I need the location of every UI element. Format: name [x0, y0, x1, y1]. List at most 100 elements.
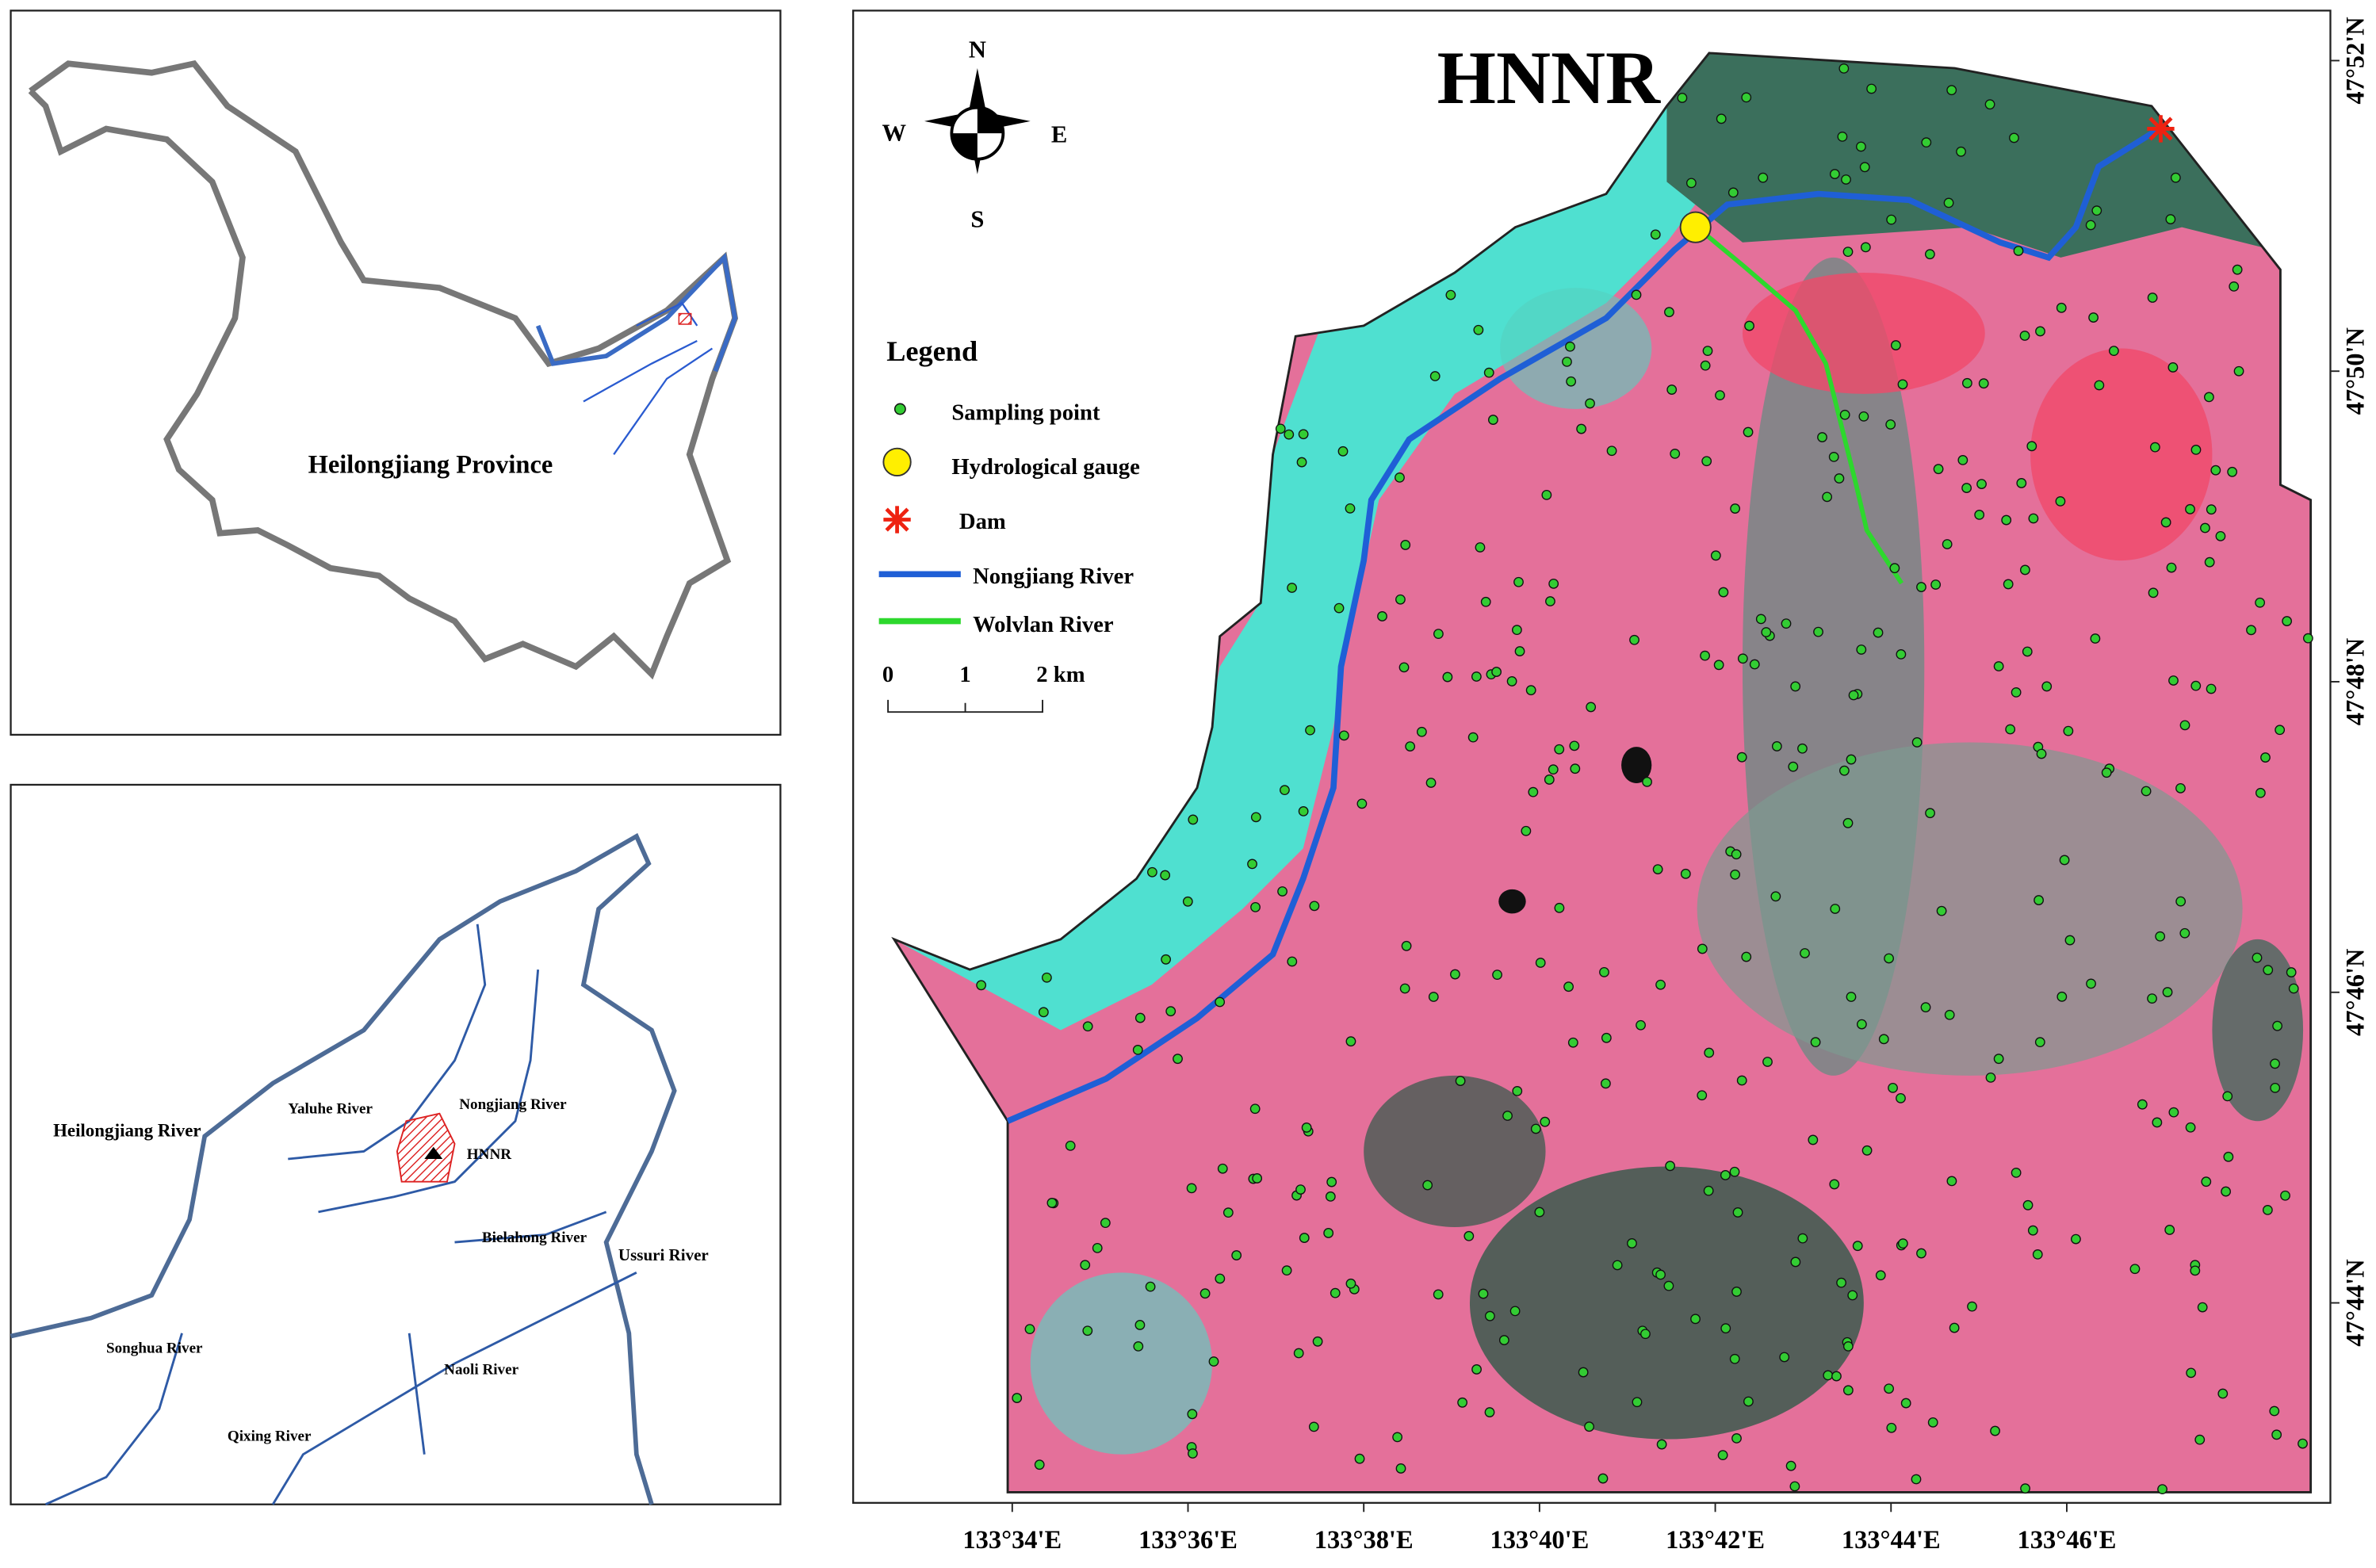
- sampling-point: [1024, 1324, 1035, 1335]
- legend-item: Hydrological gauge: [951, 454, 1139, 480]
- sampling-point: [1842, 247, 1854, 258]
- compass-label: S: [970, 206, 984, 233]
- sampling-point: [1716, 113, 1727, 124]
- sampling-point: [1161, 954, 1172, 965]
- sampling-point: [2260, 752, 2271, 763]
- sampling-point: [1395, 1463, 1406, 1474]
- sampling-point: [1729, 1353, 1740, 1364]
- sampling-point: [1884, 953, 1894, 964]
- sampling-point: [1771, 741, 1782, 751]
- sampling-point: [1720, 1170, 1731, 1180]
- sampling-point: [1720, 1323, 1731, 1334]
- sampling-point: [2190, 445, 2202, 455]
- sampling-point: [2175, 896, 2187, 907]
- legend-item: Wolvlan River: [973, 612, 1114, 637]
- sampling-point: [1012, 1393, 1023, 1403]
- sampling-point: [2222, 1091, 2233, 1102]
- sampling-point: [2269, 1405, 2280, 1417]
- sampling-point: [1100, 1218, 1111, 1229]
- sampling-point: [1670, 448, 1681, 459]
- sampling-point: [1250, 901, 1261, 912]
- sampling-point: [1990, 1425, 2000, 1436]
- sampling-point: [1842, 817, 1854, 828]
- sampling-point: [1222, 1207, 1234, 1218]
- sampling-point: [1345, 503, 1356, 514]
- sampling-point: [1475, 542, 1486, 553]
- sampling-point: [2288, 983, 2299, 994]
- sampling-point: [1323, 1228, 1334, 1238]
- inset-frame: [10, 783, 782, 1505]
- sampling-point: [1554, 902, 1565, 913]
- map-title: HNNR: [1437, 36, 1661, 120]
- sampling-point: [2200, 522, 2210, 534]
- sampling-point: [1916, 1248, 1926, 1259]
- sampling-point: [2190, 680, 2202, 691]
- sampling-point: [2282, 616, 2293, 626]
- sampling-point: [1528, 786, 1539, 797]
- sampling-point: [1859, 162, 1870, 173]
- sampling-point: [2165, 214, 2176, 224]
- sampling-point: [1231, 1250, 1242, 1260]
- sampling-point: [1663, 1280, 1674, 1291]
- sampling-point: [1584, 1421, 1594, 1432]
- sampling-point: [1730, 869, 1741, 880]
- sampling-point: [1718, 587, 1729, 598]
- sampling-point: [2152, 1117, 2163, 1128]
- sampling-point: [1817, 432, 1827, 442]
- legend-title: Legend: [886, 335, 978, 367]
- sampling-point: [1333, 602, 1345, 614]
- sampling-point: [1732, 1207, 1743, 1218]
- sampling-point: [2166, 562, 2177, 573]
- sampling-point: [1790, 681, 1801, 692]
- sampling-point: [1173, 1054, 1183, 1065]
- sampling-point: [1697, 1090, 1708, 1101]
- sampling-point: [1779, 1352, 1790, 1363]
- sampling-point: [1544, 774, 1555, 785]
- sampling-point: [1082, 1325, 1093, 1337]
- sampling-point: [2160, 517, 2171, 528]
- compass: N S W E: [882, 36, 1067, 233]
- sampling-point: [1976, 479, 1987, 490]
- sampling-point: [1134, 1012, 1146, 1023]
- sampling-point: [1585, 398, 1595, 409]
- sampling-point: [1810, 1037, 1821, 1048]
- sampling-point: [1215, 996, 1226, 1008]
- sampling-point: [1896, 1092, 1906, 1103]
- sampling-point: [1554, 744, 1565, 755]
- sampling-point: [1600, 1078, 1611, 1089]
- sampling-point: [1509, 1306, 1521, 1317]
- sampling-point: [976, 980, 987, 991]
- sampling-point: [1956, 146, 1966, 157]
- sampling-point: [2179, 720, 2190, 731]
- sampling-point: [1697, 943, 1708, 954]
- sampling-point: [1856, 141, 1866, 152]
- sampling-point: [1685, 178, 1697, 189]
- sampling-point: [1478, 1288, 1489, 1299]
- sampling-point: [1188, 814, 1199, 825]
- sampling-point: [1338, 730, 1349, 741]
- sampling-point: [2147, 993, 2157, 1004]
- sampling-point: [2210, 465, 2221, 476]
- sampling-point: [1743, 426, 1754, 438]
- sampling-point: [1781, 618, 1792, 629]
- sampling-point: [1601, 1032, 1612, 1043]
- sampling-point: [1762, 1057, 1773, 1067]
- sampling-point: [1629, 634, 1639, 645]
- sampling-point: [1484, 1407, 1495, 1417]
- sampling-point: [1530, 1123, 1541, 1134]
- tributaries: [44, 924, 637, 1506]
- sampling-point: [1309, 901, 1320, 912]
- x-label: 133°34'E: [962, 1526, 1062, 1555]
- sampling-point: [1813, 626, 1823, 637]
- sampling-point: [1473, 324, 1484, 335]
- sampling-point: [1788, 761, 1799, 772]
- sampling-point: [1092, 1242, 1103, 1253]
- sampling-point: [2302, 633, 2313, 644]
- x-label: 133°46'E: [2018, 1526, 2117, 1555]
- y-label: 47°52'N: [2342, 17, 2370, 105]
- sampling-point: [1761, 627, 1772, 637]
- legend-symbol: [882, 447, 912, 477]
- sampling-point: [2147, 293, 2158, 303]
- sampling-point: [1471, 671, 1482, 682]
- sampling-point: [1730, 503, 1741, 514]
